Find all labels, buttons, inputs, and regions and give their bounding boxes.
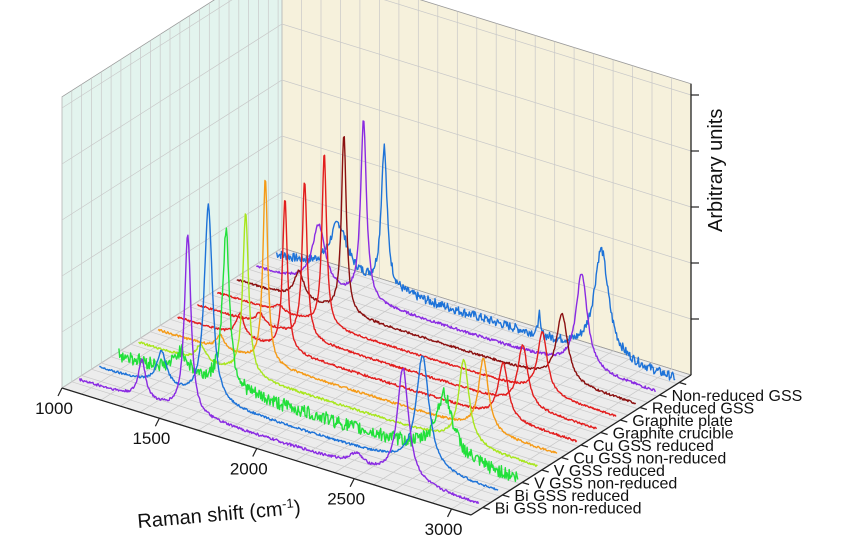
series-trace: [99, 203, 499, 491]
depth-tick: [502, 494, 510, 498]
depth-gridline: [169, 28, 580, 447]
x-tick-label: 2000: [230, 459, 268, 478]
series-label: Bi GSS reduced: [514, 488, 629, 505]
depth-tick: [521, 481, 530, 486]
x-tick: [154, 417, 160, 427]
series-trace: [78, 234, 480, 504]
depth-gridline: [238, 0, 648, 403]
series-trace: [217, 154, 617, 417]
depth-tick: [561, 456, 569, 461]
series-label: Graphite plate: [632, 413, 733, 430]
series-trace: [275, 143, 676, 381]
z-gridline: [61, 79, 692, 221]
z-axis-title: Arbitrary units: [705, 109, 727, 232]
series-label: Bi GSS non-reduced: [495, 501, 642, 518]
depth-gridline: [150, 40, 560, 460]
depth-tick: [620, 419, 628, 423]
series-label: V GSS reduced: [554, 463, 665, 480]
z-gridline: [61, 23, 692, 165]
z-gridline: [61, 191, 692, 333]
depth-tick: [541, 469, 549, 473]
z-gridline: [61, 135, 692, 277]
x-gridline: [373, 53, 594, 486]
x-gridline: [61, 0, 283, 389]
series-trace: [157, 179, 558, 454]
x-tick: [252, 448, 258, 457]
depth-gridline: [179, 21, 590, 441]
depth-gridline: [71, 90, 481, 510]
series-label: V GSS non-reduced: [534, 476, 677, 493]
series-trace: [236, 135, 637, 405]
series-trace: [177, 200, 578, 443]
depth-tick: [659, 394, 667, 398]
depth-gridline: [91, 78, 501, 497]
x-axis-title: Raman shift (cm-1): [136, 494, 301, 533]
x-gridline: [159, 0, 380, 419]
series-label: Graphite crucible: [613, 426, 734, 443]
x-gridline: [392, 59, 614, 492]
series-trace: [138, 213, 538, 468]
x-tick-label: 2500: [327, 490, 365, 509]
x-tick-label: 1500: [132, 429, 170, 448]
x-gridline: [334, 41, 556, 473]
depth-gridline: [81, 84, 491, 503]
x-tick-label: 3000: [425, 520, 463, 539]
series-label: Cu GSS non-reduced: [573, 451, 726, 468]
depth-tick: [580, 444, 589, 448]
series-label: Cu GSS reduced: [593, 438, 714, 455]
z-gridline: [61, 0, 692, 109]
depth-tick: [639, 406, 648, 411]
chart-walls: [61, 0, 692, 516]
x-tick: [349, 478, 355, 487]
x-tick-label: 1000: [35, 399, 73, 418]
series-trace: [118, 227, 519, 482]
x-tick: [446, 508, 453, 518]
chart-grid: [61, 0, 692, 516]
x-gridline: [198, 0, 419, 431]
series-trace: [255, 120, 656, 393]
depth-gridline: [130, 53, 540, 472]
depth-gridline: [189, 15, 599, 435]
x-gridline: [431, 71, 653, 504]
depth-gridline: [159, 34, 570, 453]
depth-gridline: [208, 3, 619, 422]
chart-axes: [57, 83, 699, 518]
series-trace: [196, 182, 598, 430]
depth-tick: [600, 431, 608, 436]
chart-labels: 1000 1500 2000 2500 3000 Non-reduced GSSReduc…: [35, 388, 802, 539]
depth-gridline: [110, 65, 521, 485]
depth-gridline: [258, 0, 668, 391]
depth-gridline: [100, 71, 511, 491]
depth-tick: [679, 381, 687, 386]
series-label: Non-reduced GSS: [672, 388, 803, 405]
depth-tick: [482, 506, 490, 511]
x-gridline: [217, 5, 439, 437]
x-axis-line: [61, 387, 472, 516]
series-label: Reduced GSS: [652, 401, 754, 418]
depth-gridline: [199, 9, 609, 428]
depth-gridline: [218, 0, 629, 416]
x-tick: [57, 387, 63, 397]
chart-traces: [78, 120, 676, 504]
